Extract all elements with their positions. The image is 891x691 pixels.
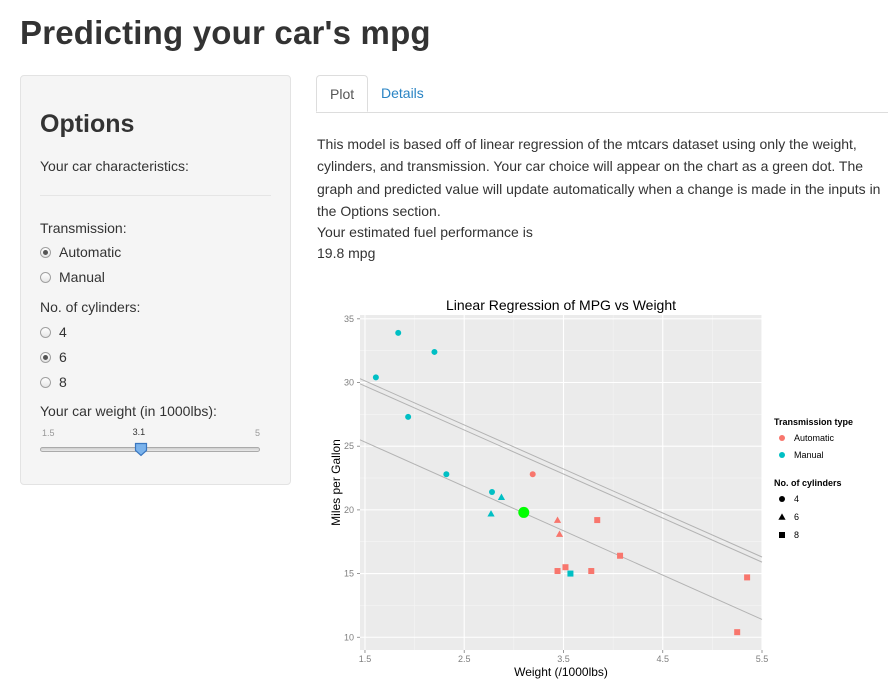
mpg-regression-chart: 1.5 2.5 3.5 4.5 5.5 10 15 20 25 30 35 Linear Regres… bbox=[329, 297, 853, 679]
data-point bbox=[487, 510, 495, 517]
y-tick-label: 25 bbox=[344, 441, 354, 451]
legend-label-cylinders: 8 bbox=[794, 530, 799, 540]
radio-label-cyl-4: 4 bbox=[59, 324, 67, 340]
tab-plot[interactable]: Plot bbox=[316, 75, 369, 112]
slider-track[interactable] bbox=[40, 447, 260, 452]
legend-label-transmission: Automatic bbox=[794, 433, 835, 443]
data-point bbox=[431, 348, 438, 355]
radio-label-cyl-8: 8 bbox=[59, 374, 67, 390]
slider-handle-icon[interactable] bbox=[134, 442, 148, 457]
x-tick-label: 1.5 bbox=[359, 654, 372, 664]
radio-manual[interactable] bbox=[40, 271, 51, 283]
data-point bbox=[744, 574, 751, 581]
data-point bbox=[617, 552, 624, 559]
data-point bbox=[553, 516, 562, 523]
data-point bbox=[554, 568, 561, 575]
y-tick-label: 15 bbox=[344, 569, 354, 579]
x-tick-label: 4.5 bbox=[656, 654, 669, 664]
regression-line bbox=[359, 439, 763, 620]
y-axis-label: Miles per Gallon bbox=[329, 439, 343, 526]
legend-key-transmission bbox=[779, 435, 785, 441]
y-tick-label: 10 bbox=[344, 632, 354, 642]
radio-automatic[interactable] bbox=[40, 246, 51, 258]
legend-key-cylinders bbox=[779, 496, 785, 502]
legend-key-transmission bbox=[779, 452, 785, 458]
prediction-point bbox=[518, 506, 530, 518]
y-tick-label: 35 bbox=[344, 314, 354, 324]
estimate-label: Your estimated fuel performance is bbox=[317, 224, 533, 240]
radio-cyl-4[interactable] bbox=[40, 326, 51, 338]
data-point bbox=[489, 489, 496, 496]
x-tick-label: 5.5 bbox=[756, 654, 769, 664]
slider-value-label: 3.1 bbox=[132, 427, 146, 437]
legend-label-transmission: Manual bbox=[794, 450, 824, 460]
data-point bbox=[594, 517, 601, 524]
legend-title-transmission: Transmission type bbox=[774, 417, 853, 427]
tab-details[interactable]: Details bbox=[381, 85, 424, 101]
radio-label-automatic: Automatic bbox=[59, 244, 122, 260]
model-description: This model is based off of linear regres… bbox=[317, 136, 881, 219]
divider bbox=[40, 195, 271, 196]
data-point bbox=[562, 564, 569, 571]
y-tick-label: 30 bbox=[344, 378, 354, 388]
x-tick-label: 2.5 bbox=[458, 654, 471, 664]
regression-line bbox=[359, 383, 763, 563]
slider-max-label: 5 bbox=[254, 428, 260, 438]
legend-title-cylinders: No. of cylinders bbox=[774, 478, 842, 488]
slider-min-label: 1.5 bbox=[42, 428, 55, 438]
plot-panel bbox=[360, 315, 762, 650]
weight-label: Your car weight (in 1000lbs): bbox=[40, 403, 217, 419]
options-panel: Options Your car characteristics: Transm… bbox=[20, 75, 291, 485]
cylinders-option-4[interactable]: 4 bbox=[40, 324, 67, 340]
weight-slider[interactable]: 1.5 3.1 5 bbox=[40, 427, 261, 458]
transmission-option-automatic[interactable]: Automatic bbox=[40, 244, 121, 260]
tab-bar: Plot Details bbox=[316, 75, 888, 113]
data-point bbox=[529, 471, 536, 478]
x-tick-label: 3.5 bbox=[557, 654, 570, 664]
y-tick-label: 20 bbox=[344, 505, 354, 515]
data-point bbox=[395, 329, 402, 336]
x-axis-label: Weight (/1000lbs) bbox=[514, 665, 608, 679]
data-point bbox=[443, 471, 450, 478]
radio-cyl-6[interactable] bbox=[40, 351, 51, 363]
cylinders-label: No. of cylinders: bbox=[40, 299, 141, 315]
cylinders-option-6[interactable]: 6 bbox=[40, 349, 67, 365]
data-point bbox=[372, 374, 379, 381]
data-point bbox=[567, 570, 574, 577]
car-characteristics-label: Your car characteristics: bbox=[40, 158, 189, 174]
data-point bbox=[734, 629, 741, 636]
data-point bbox=[405, 413, 412, 420]
cylinders-option-8[interactable]: 8 bbox=[40, 374, 67, 390]
radio-cyl-8[interactable] bbox=[40, 376, 51, 388]
data-point bbox=[497, 493, 506, 500]
legend-label-cylinders: 4 bbox=[794, 494, 799, 504]
transmission-label: Transmission: bbox=[40, 220, 127, 236]
legend-key-cylinders bbox=[778, 513, 786, 520]
radio-label-cyl-6: 6 bbox=[59, 349, 67, 365]
transmission-option-manual[interactable]: Manual bbox=[40, 269, 105, 285]
regression-line bbox=[359, 378, 763, 558]
options-heading: Options bbox=[40, 110, 135, 138]
estimate-value: 19.8 mpg bbox=[317, 245, 376, 261]
legend-key-cylinders bbox=[779, 532, 785, 538]
data-point bbox=[588, 568, 595, 575]
chart-title: Linear Regression of MPG vs Weight bbox=[446, 297, 676, 313]
radio-label-manual: Manual bbox=[59, 269, 105, 285]
legend-label-cylinders: 6 bbox=[794, 512, 799, 522]
data-point bbox=[555, 530, 564, 537]
page-title: Predicting your car's mpg bbox=[20, 14, 431, 51]
